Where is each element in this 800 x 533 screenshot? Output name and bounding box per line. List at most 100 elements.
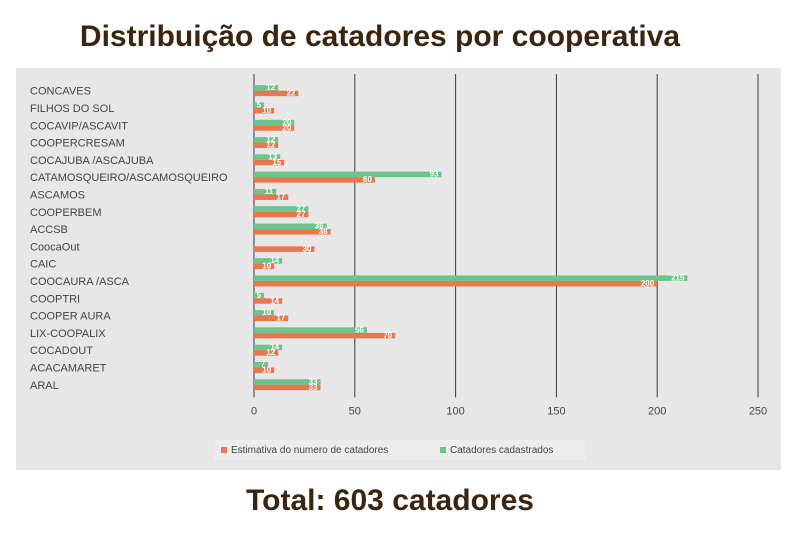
- estimate-bar-value: 14: [270, 296, 279, 305]
- registered-bar: [254, 292, 265, 299]
- estimate-bar-value: 12: [266, 141, 275, 150]
- registered-bar-value: 56: [355, 325, 364, 334]
- registered-bar: [254, 171, 442, 178]
- registered-bar: [254, 206, 309, 212]
- estimate-bar-value: 17: [276, 192, 285, 201]
- registered-bar: [254, 258, 283, 264]
- category-label: COCAVIP/ASCAVIT: [30, 120, 128, 132]
- estimate-bar: [254, 229, 331, 235]
- x-tick-label: 200: [648, 405, 666, 417]
- estimate-bar: [254, 298, 283, 304]
- category-label: COOCAURA /ASCA: [30, 276, 130, 288]
- registered-bar-value: 27: [297, 204, 306, 213]
- registered-bar: [254, 379, 321, 385]
- registered-bar-value: 215: [671, 273, 685, 282]
- estimate-bar-value: 10: [262, 365, 271, 374]
- registered-bar-value: 14: [270, 256, 279, 265]
- page-title: Distribuição de catadores por cooperativ…: [79, 20, 681, 53]
- estimate-bar: [254, 107, 275, 114]
- estimate-bar: [254, 350, 279, 356]
- estimate-bar: [254, 263, 275, 270]
- category-label: COCADOUT: [30, 345, 93, 357]
- x-tick-label: 0: [251, 405, 257, 417]
- category-label: COOPERBEM: [30, 207, 102, 219]
- registered-bar: [254, 361, 269, 368]
- registered-bar: [254, 344, 283, 351]
- x-tick-label: 250: [749, 405, 767, 417]
- estimate-bar: [254, 246, 315, 252]
- category-label: CoocaOut: [30, 241, 80, 253]
- category-label: CATAMOSQUEIRO/ASCAMOSQUEIRO: [30, 172, 228, 184]
- registered-bar-value: 12: [266, 83, 275, 92]
- estimate-bar-value: 15: [272, 158, 281, 167]
- registered-bar: [254, 275, 688, 281]
- registered-bar-value: 12: [266, 135, 275, 144]
- category-label: CAIC: [30, 259, 56, 271]
- category-label: COOPER AURA: [30, 311, 111, 323]
- estimate-bar-value: 17: [276, 314, 285, 323]
- registered-bar-value: 10: [262, 308, 271, 317]
- registered-bar-value: 33: [309, 377, 318, 386]
- x-tick-label: 50: [349, 405, 361, 417]
- estimate-bar-value: 38: [319, 227, 328, 236]
- registered-bar: [254, 327, 367, 333]
- estimate-bar-value: 10: [262, 106, 271, 115]
- estimate-bar: [254, 367, 275, 373]
- registered-bar-value: 5: [257, 291, 262, 300]
- estimate-bar-value: 12: [266, 348, 275, 357]
- category-label: COOPERCRESAM: [30, 138, 125, 150]
- estimate-bar: [254, 159, 285, 166]
- estimate-bar: [254, 177, 375, 183]
- chart-panel: 0 50 100 150 200 250 CONCAVES 12 22 FILHOS DO SOL…: [16, 68, 781, 470]
- registered-bar: [254, 85, 279, 91]
- legend-swatch-registered: [440, 447, 446, 453]
- x-tick-label: 100: [446, 405, 464, 417]
- category-label: FILHOS DO SOL: [30, 103, 114, 115]
- estimate-bar-value: 22: [286, 89, 295, 98]
- legend-box: [214, 440, 586, 460]
- category-label: ARAL: [30, 380, 59, 392]
- estimate-bar: [254, 125, 295, 131]
- registered-bar-value: 14: [270, 343, 279, 352]
- registered-bar: [254, 119, 295, 126]
- legend-swatch-estimate: [221, 447, 227, 453]
- legend-label-registered: Catadores cadastrados: [450, 445, 553, 456]
- estimate-bar-value: 33: [309, 383, 318, 392]
- registered-bar-value: 93: [430, 170, 439, 179]
- estimate-bar: [254, 142, 279, 149]
- estimate-bar: [254, 280, 658, 287]
- registered-bar-value: 5: [257, 100, 262, 109]
- registered-bar: [254, 137, 279, 143]
- registered-bar: [254, 223, 327, 230]
- estimate-bar-value: 20: [282, 123, 291, 132]
- legend-label-estimate: Estimativa do numero de catadores: [231, 445, 388, 456]
- estimate-bar-value: 27: [297, 210, 306, 219]
- estimate-bar: [254, 384, 321, 391]
- category-label: COOPTRI: [30, 293, 80, 305]
- estimate-bar-value: 70: [383, 331, 392, 340]
- registered-bar-value: 36: [315, 222, 324, 231]
- estimate-bar-value: 10: [262, 262, 271, 271]
- registered-bar-value: 20: [282, 118, 291, 127]
- estimate-bar: [254, 194, 289, 200]
- category-label: ACCSB: [30, 224, 68, 236]
- registered-bar-value: 7: [261, 360, 266, 369]
- estimate-bar-value: 30: [303, 244, 312, 253]
- estimate-bar-value: 200: [641, 279, 655, 288]
- x-tick-label: 150: [547, 405, 565, 417]
- registered-bar-value: 11: [265, 187, 274, 196]
- estimate-bar: [254, 332, 396, 339]
- registered-bar-value: 13: [268, 152, 277, 161]
- estimate-bar: [254, 90, 299, 97]
- category-label: COCAJUBA /ASCAJUBA: [30, 155, 154, 167]
- category-label: ASCAMOS: [30, 189, 85, 201]
- estimate-bar: [254, 315, 289, 322]
- bar-chart: 0 50 100 150 200 250 CONCAVES 12 22 FILHOS DO SOL…: [30, 74, 767, 460]
- total-caption: Total: 603 catadores: [246, 484, 534, 517]
- estimate-bar: [254, 211, 309, 218]
- estimate-bar-value: 60: [363, 175, 372, 184]
- category-label: ACACAMARET: [30, 362, 107, 374]
- registered-bar: [254, 310, 275, 316]
- registered-bar: [254, 102, 265, 108]
- registered-bar: [254, 154, 281, 160]
